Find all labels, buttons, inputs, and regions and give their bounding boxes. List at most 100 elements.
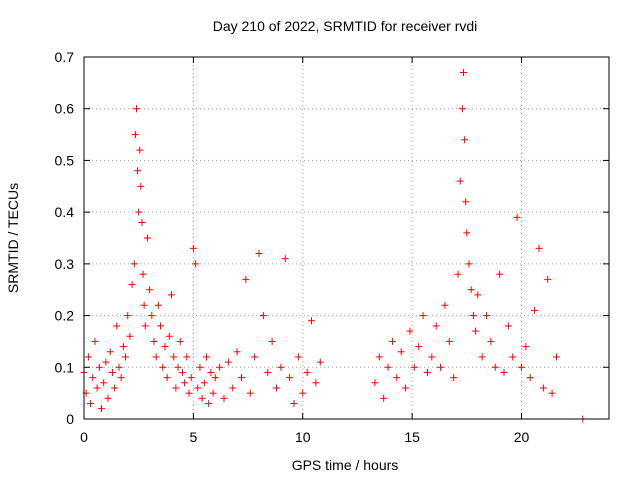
x-tick-label: 20 bbox=[514, 429, 530, 445]
data-point bbox=[273, 384, 280, 392]
data-point bbox=[513, 213, 521, 221]
data-point bbox=[205, 399, 213, 407]
data-point bbox=[115, 363, 123, 371]
y-tick-labels: 0 0.1 0.2 0.3 0.4 0.5 0.6 0.7 bbox=[55, 49, 75, 427]
data-point bbox=[126, 332, 134, 340]
data-point bbox=[238, 374, 245, 382]
data-point bbox=[106, 348, 114, 356]
data-point bbox=[419, 312, 427, 320]
data-point bbox=[137, 182, 145, 190]
data-point bbox=[192, 260, 200, 268]
data-point bbox=[174, 363, 182, 371]
data-point bbox=[189, 244, 197, 252]
data-point bbox=[181, 379, 189, 387]
data-point bbox=[140, 301, 148, 309]
data-point bbox=[259, 312, 267, 320]
data-point bbox=[111, 384, 119, 392]
data-point bbox=[87, 399, 95, 407]
data-point bbox=[128, 281, 136, 289]
data-point bbox=[200, 379, 208, 387]
x-tick-label: 10 bbox=[295, 429, 311, 445]
data-point bbox=[268, 337, 276, 345]
data-points bbox=[80, 69, 587, 423]
data-point bbox=[474, 291, 482, 299]
data-point bbox=[277, 363, 285, 371]
data-point bbox=[415, 343, 423, 351]
data-point bbox=[535, 244, 543, 252]
data-point bbox=[168, 291, 175, 299]
data-point bbox=[143, 234, 151, 242]
data-point bbox=[461, 136, 469, 144]
data-point bbox=[233, 348, 241, 356]
plot-frame bbox=[83, 56, 610, 420]
data-point bbox=[393, 374, 401, 382]
x-tick-label: 5 bbox=[189, 429, 197, 445]
data-point bbox=[445, 337, 453, 345]
data-point bbox=[465, 260, 473, 268]
data-point bbox=[460, 69, 468, 77]
x-tick-labels: 0 5 10 15 20 bbox=[80, 429, 529, 445]
x-tick-label: 15 bbox=[404, 429, 420, 445]
data-point bbox=[463, 229, 471, 237]
data-point bbox=[544, 275, 552, 283]
data-point bbox=[102, 358, 110, 366]
data-point bbox=[294, 353, 302, 361]
data-point bbox=[264, 368, 272, 376]
data-point bbox=[504, 322, 512, 330]
x-axis-title: GPS time / hours bbox=[292, 457, 399, 473]
data-point bbox=[84, 353, 92, 361]
data-point bbox=[388, 337, 396, 345]
data-point bbox=[229, 384, 237, 392]
data-point bbox=[487, 337, 495, 345]
data-point bbox=[122, 353, 130, 361]
data-point bbox=[134, 167, 142, 175]
x-tick-label: 0 bbox=[80, 429, 88, 445]
data-point bbox=[454, 270, 462, 278]
data-point bbox=[375, 353, 383, 361]
data-point bbox=[141, 322, 149, 330]
y-axis-title: SRMTID / TECUs bbox=[5, 183, 21, 293]
data-point bbox=[437, 363, 445, 371]
data-point bbox=[462, 198, 470, 206]
data-point bbox=[553, 353, 560, 361]
data-point bbox=[220, 394, 228, 402]
data-point bbox=[165, 332, 173, 340]
data-point bbox=[89, 374, 97, 382]
data-point bbox=[469, 312, 477, 320]
data-point bbox=[139, 270, 147, 278]
data-point bbox=[299, 389, 307, 397]
data-point bbox=[133, 105, 140, 113]
y-tick-label: 0 bbox=[66, 411, 74, 427]
data-point bbox=[456, 177, 464, 185]
data-point bbox=[303, 368, 311, 376]
data-point bbox=[242, 275, 250, 283]
data-point bbox=[548, 389, 556, 397]
data-point bbox=[380, 394, 388, 402]
data-point bbox=[104, 394, 112, 402]
data-point bbox=[518, 363, 525, 371]
data-point bbox=[211, 374, 219, 382]
data-point bbox=[397, 348, 405, 356]
data-point bbox=[130, 260, 138, 268]
data-point bbox=[402, 384, 410, 392]
data-point bbox=[113, 322, 121, 330]
data-point bbox=[509, 353, 517, 361]
data-point bbox=[209, 389, 217, 397]
data-point bbox=[136, 146, 144, 154]
data-point bbox=[216, 363, 224, 371]
data-point bbox=[432, 322, 440, 330]
y-tick-label: 0.6 bbox=[55, 101, 75, 117]
data-point bbox=[423, 368, 431, 376]
data-point bbox=[255, 250, 263, 258]
grid bbox=[84, 57, 609, 419]
data-point bbox=[98, 405, 105, 413]
data-point bbox=[152, 353, 160, 361]
data-point bbox=[185, 389, 193, 397]
data-point bbox=[117, 374, 125, 382]
data-point bbox=[176, 337, 184, 345]
data-point bbox=[312, 379, 320, 387]
data-point bbox=[124, 312, 132, 320]
data-point bbox=[500, 368, 508, 376]
data-point bbox=[91, 337, 99, 345]
